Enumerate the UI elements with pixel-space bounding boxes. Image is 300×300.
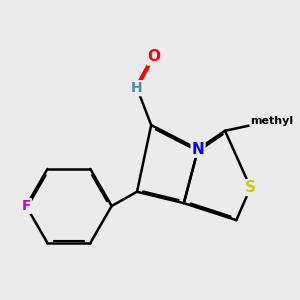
Text: methyl: methyl bbox=[250, 116, 293, 126]
Text: H: H bbox=[131, 81, 143, 95]
Text: S: S bbox=[245, 180, 256, 195]
Text: N: N bbox=[192, 142, 204, 157]
Text: F: F bbox=[21, 199, 31, 213]
Text: O: O bbox=[148, 50, 160, 64]
